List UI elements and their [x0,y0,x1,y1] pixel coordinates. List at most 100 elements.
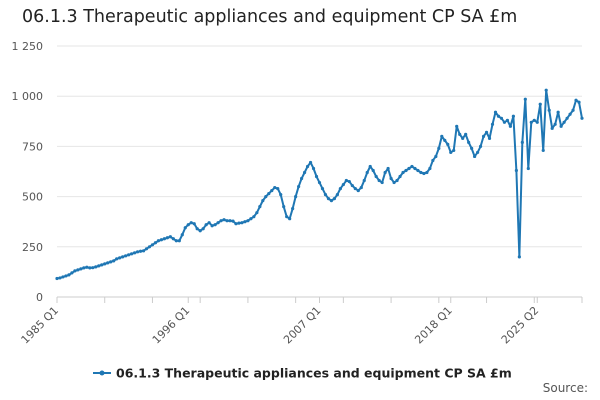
data-point[interactable] [276,186,280,191]
data-point[interactable] [556,110,560,114]
data-point[interactable] [338,186,342,191]
data-point[interactable] [475,150,480,155]
data-point[interactable] [326,197,331,201]
data-point[interactable] [508,124,513,128]
data-point[interactable] [374,174,378,179]
data-point[interactable] [470,146,474,151]
data-point[interactable] [544,88,548,92]
data-point[interactable] [264,195,268,199]
data-point[interactable] [413,166,417,171]
data-point[interactable] [532,118,536,122]
data-point[interactable] [464,132,468,136]
data-point[interactable] [121,255,125,259]
data-point[interactable] [141,249,146,253]
data-point[interactable] [443,138,447,142]
legend[interactable]: 06.1.3 Therapeutic appliances and equipm… [93,366,512,381]
data-point[interactable] [511,114,515,118]
data-point[interactable] [550,126,554,130]
data-point[interactable] [401,170,405,175]
data-point[interactable] [535,120,539,124]
data-point[interactable] [446,142,450,146]
data-point[interactable] [258,205,262,209]
data-point[interactable] [300,176,304,181]
data-point[interactable] [109,260,113,264]
data-point[interactable] [294,195,298,199]
data-point[interactable] [407,166,411,171]
data-point[interactable] [198,229,202,233]
data-point[interactable] [273,185,277,190]
data-point[interactable] [261,199,265,203]
data-point[interactable] [279,192,283,197]
data-point[interactable] [85,265,89,269]
data-point[interactable] [341,182,345,187]
data-point[interactable] [103,262,107,266]
data-point[interactable] [580,116,584,120]
data-point[interactable] [76,268,80,272]
data-point[interactable] [302,170,307,175]
data-point[interactable] [270,188,274,193]
data-point[interactable] [153,241,158,245]
data-point[interactable] [538,102,542,106]
data-point[interactable] [225,219,229,223]
data-point[interactable] [362,178,366,183]
data-point[interactable] [177,239,181,243]
data-point[interactable] [165,236,169,240]
data-point[interactable] [562,120,566,124]
data-point[interactable] [383,170,387,175]
data-point[interactable] [344,178,348,183]
data-point[interactable] [389,176,393,181]
data-point[interactable] [132,251,137,255]
data-point[interactable] [171,237,175,241]
data-point[interactable] [452,148,456,153]
data-point[interactable] [547,108,551,112]
data-point[interactable] [115,257,119,261]
data-point[interactable] [377,178,381,183]
data-point[interactable] [305,164,310,169]
data-point[interactable] [94,265,98,269]
data-point[interactable] [499,116,504,120]
data-point[interactable] [502,120,507,124]
data-point[interactable] [308,160,313,165]
data-point[interactable] [91,266,95,270]
data-point[interactable] [252,215,256,219]
data-point[interactable] [201,227,205,231]
data-point[interactable] [189,221,193,225]
data-point[interactable] [88,266,92,270]
data-point[interactable] [228,219,232,223]
data-point[interactable] [440,134,444,138]
data-point[interactable] [210,224,214,228]
data-point[interactable] [568,112,572,116]
data-point[interactable] [100,263,104,267]
data-point[interactable] [425,170,429,175]
data-point[interactable] [323,192,328,197]
data-point[interactable] [311,166,316,171]
data-point[interactable] [67,273,71,277]
data-point[interactable] [159,238,164,242]
data-point[interactable] [419,170,423,175]
data-point[interactable] [565,116,569,120]
data-point[interactable] [520,140,524,144]
data-point[interactable] [282,205,286,209]
data-point[interactable] [359,185,363,190]
data-point[interactable] [240,221,244,225]
data-point[interactable] [481,134,486,138]
data-point[interactable] [150,243,155,247]
data-point[interactable] [380,180,384,185]
data-point[interactable] [234,222,238,226]
data-point[interactable] [219,219,223,223]
data-point[interactable] [64,274,68,278]
data-point[interactable] [195,227,199,231]
data-point[interactable] [126,253,131,257]
data-point[interactable] [288,217,292,221]
data-point[interactable] [156,239,161,243]
data-point[interactable] [496,114,501,118]
data-point[interactable] [58,276,62,280]
data-point[interactable] [553,122,557,126]
data-point[interactable] [112,259,116,263]
data-point[interactable] [514,168,518,173]
data-point[interactable] [461,136,465,140]
data-point[interactable] [529,120,533,124]
data-point[interactable] [222,218,226,222]
data-point[interactable] [267,191,271,196]
data-point[interactable] [246,219,250,223]
